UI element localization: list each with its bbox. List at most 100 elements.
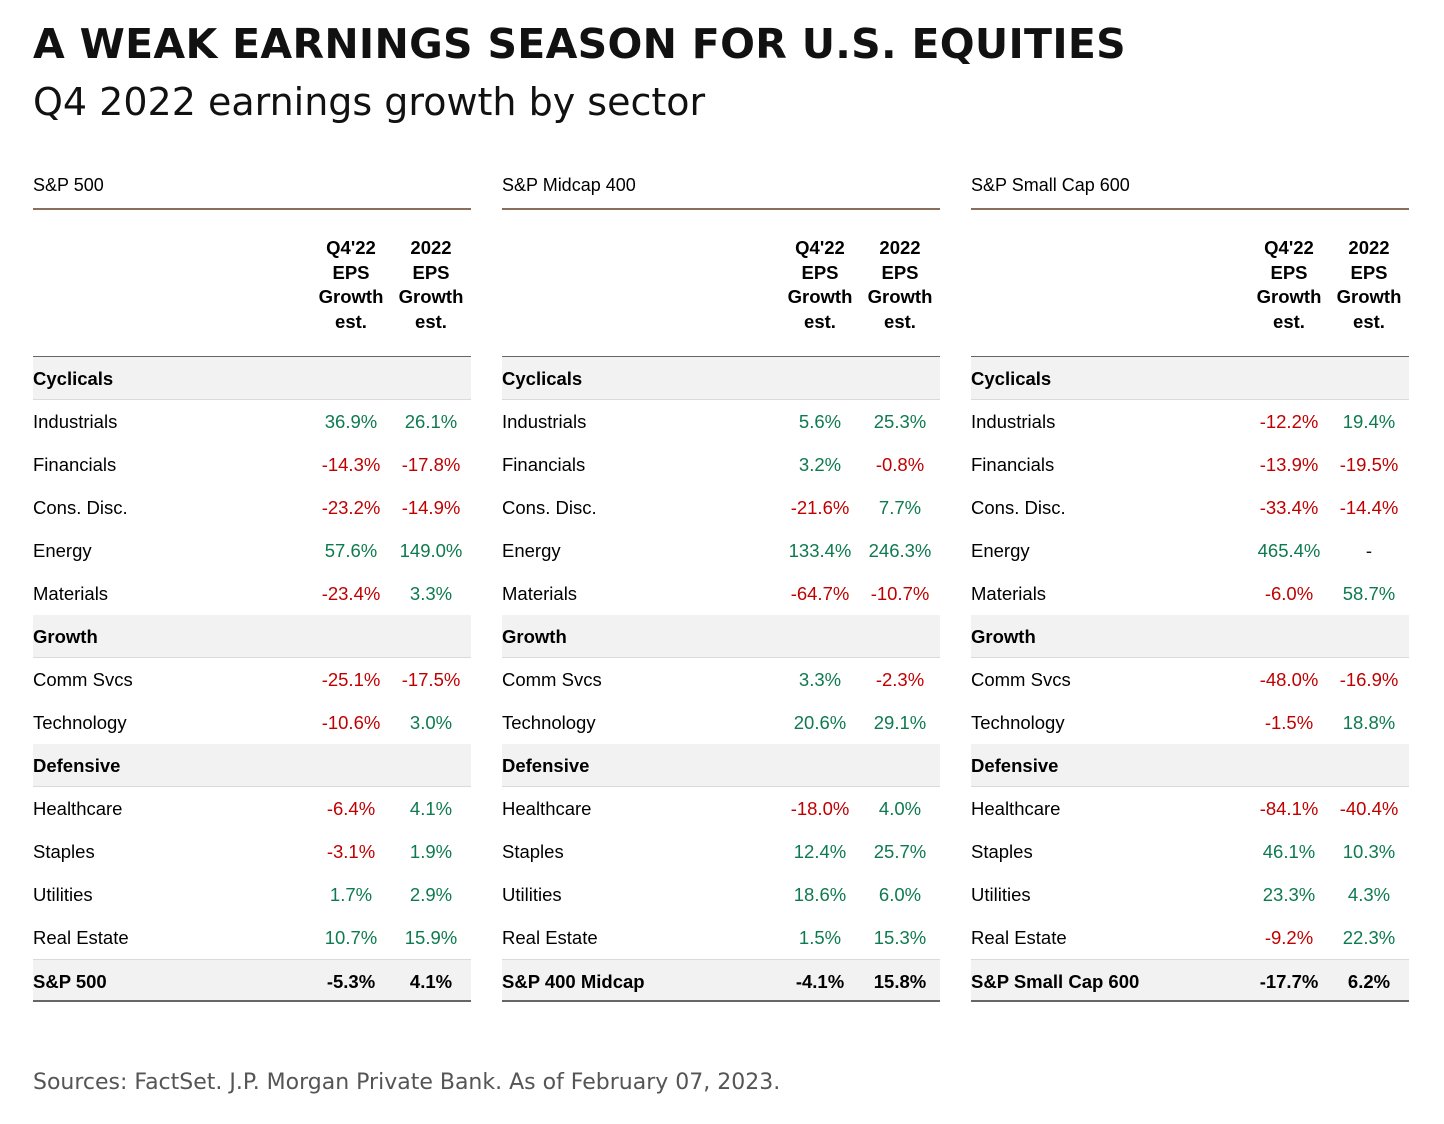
table-row: Utilities 1.7% 2.9% xyxy=(33,873,471,916)
value-cell: -64.7% xyxy=(790,583,850,604)
value-cell: -12.2% xyxy=(1259,411,1319,432)
row-label: Technology xyxy=(971,712,1065,733)
table-row: Cons. Disc. -23.2% -14.9% xyxy=(33,486,471,529)
value-cell: -9.2% xyxy=(1264,927,1314,948)
column-header-line: Growth xyxy=(1336,286,1402,307)
total-row: S&P 400 Midcap -4.1% 15.8% xyxy=(502,959,940,1002)
value-cell: -14.9% xyxy=(401,497,461,518)
table-row: Healthcare -18.0% 4.0% xyxy=(502,787,940,830)
table-header: Q4'22 EPS Growth est. 2022 EPS Growth est. xyxy=(971,210,1409,357)
row-label: Healthcare xyxy=(502,798,592,819)
row-label: Financials xyxy=(971,454,1055,475)
value-cell: 133.4% xyxy=(788,540,852,561)
column-header-line: Growth xyxy=(867,286,933,307)
table-row: Comm Svcs -48.0% -16.9% xyxy=(971,658,1409,701)
value-cell: -5.3% xyxy=(326,971,376,992)
value-cell: 246.3% xyxy=(868,540,932,561)
row-label: Financials xyxy=(502,454,586,475)
value-cell: -17.7% xyxy=(1259,971,1319,992)
value-cell: 4.0% xyxy=(878,798,922,819)
table-row: Cons. Disc. -33.4% -14.4% xyxy=(971,486,1409,529)
group-row: Defensive xyxy=(971,744,1409,787)
row-label: Healthcare xyxy=(33,798,123,819)
column-header: Q4'22 EPS Growth est. xyxy=(1249,236,1329,334)
table-row: Real Estate 1.5% 15.3% xyxy=(502,916,940,959)
row-label: S&P Small Cap 600 xyxy=(971,971,1140,992)
column-header-line: EPS xyxy=(332,261,370,283)
table-panel-sandp-small-cap-600: S&P Small Cap 600 Q4'22 EPS Growth est. 2022 E… xyxy=(971,172,1409,1002)
row-label: Financials xyxy=(33,454,117,475)
value-cell: -18.0% xyxy=(790,798,850,819)
column-header-line: Q4'22 xyxy=(1264,237,1314,258)
column-header-line: Q4'22 xyxy=(795,237,845,258)
row-label: Healthcare xyxy=(971,798,1061,819)
table-row: Financials 3.2% -0.8% xyxy=(502,443,940,486)
column-header-line: Growth xyxy=(398,286,464,307)
column-header-line: 2022 xyxy=(410,237,452,258)
table-title: S&P Small Cap 600 xyxy=(971,172,1409,210)
group-row: Cyclicals xyxy=(502,357,940,400)
value-cell: -1.5% xyxy=(1264,712,1314,733)
value-cell: 15.9% xyxy=(404,927,458,948)
row-label: Energy xyxy=(502,540,561,561)
total-row: S&P Small Cap 600 -17.7% 6.2% xyxy=(971,959,1409,1002)
group-label: Defensive xyxy=(971,755,1059,776)
value-cell: 20.6% xyxy=(793,712,847,733)
table-row: Real Estate 10.7% 15.9% xyxy=(33,916,471,959)
value-cell: 10.3% xyxy=(1342,841,1396,862)
group-row: Defensive xyxy=(502,744,940,787)
value-cell: 6.0% xyxy=(878,884,922,905)
column-header: Q4'22 EPS Growth est. xyxy=(311,236,391,334)
column-header-line: est. xyxy=(335,310,367,332)
table-row: Real Estate -9.2% 22.3% xyxy=(971,916,1409,959)
value-cell: -19.5% xyxy=(1339,454,1399,475)
group-row: Growth xyxy=(33,615,471,658)
row-label: Utilities xyxy=(33,884,93,905)
value-cell: -10.7% xyxy=(870,583,930,604)
group-label: Cyclicals xyxy=(33,368,114,389)
table-row: Materials -23.4% 3.3% xyxy=(33,572,471,615)
table-row: Comm Svcs 3.3% -2.3% xyxy=(502,658,940,701)
table-row: Energy 57.6% 149.0% xyxy=(33,529,471,572)
group-row: Growth xyxy=(502,615,940,658)
table-row: Comm Svcs -25.1% -17.5% xyxy=(33,658,471,701)
value-cell: 58.7% xyxy=(1342,583,1396,604)
table-row: Energy 133.4% 246.3% xyxy=(502,529,940,572)
value-cell: 5.6% xyxy=(798,411,842,432)
value-cell: -4.1% xyxy=(795,971,845,992)
group-label: Growth xyxy=(971,626,1036,647)
row-label: S&P 400 Midcap xyxy=(502,971,645,992)
table-row: Staples -3.1% 1.9% xyxy=(33,830,471,873)
table-panel-sandp-500: S&P 500 Q4'22 EPS Growth est. 2022 EPS Growth es… xyxy=(33,172,471,1002)
column-header-line: Growth xyxy=(318,286,384,307)
value-cell: -17.8% xyxy=(401,454,461,475)
group-label: Defensive xyxy=(33,755,121,776)
table-row: Materials -6.0% 58.7% xyxy=(971,572,1409,615)
value-cell: -33.4% xyxy=(1259,497,1319,518)
value-cell: 3.0% xyxy=(409,712,453,733)
row-label: Materials xyxy=(502,583,578,604)
column-header-line: EPS xyxy=(1270,261,1308,283)
value-cell: - xyxy=(1365,540,1373,561)
table-row: Staples 12.4% 25.7% xyxy=(502,830,940,873)
row-label: Industrials xyxy=(33,411,118,432)
value-cell: 25.7% xyxy=(873,841,927,862)
source-note: Sources: FactSet. J.P. Morgan Private Ba… xyxy=(33,1070,781,1095)
value-cell: -16.9% xyxy=(1339,669,1399,690)
column-header-line: 2022 xyxy=(879,237,921,258)
row-label: Cons. Disc. xyxy=(502,497,597,518)
column-header-line: est. xyxy=(1273,310,1305,332)
table-row: Technology -10.6% 3.0% xyxy=(33,701,471,744)
column-header-line: est. xyxy=(415,310,447,332)
group-row: Growth xyxy=(971,615,1409,658)
value-cell: 465.4% xyxy=(1257,540,1321,561)
value-cell: -2.3% xyxy=(875,669,925,690)
row-label: Comm Svcs xyxy=(971,669,1071,690)
column-header-line: EPS xyxy=(801,261,839,283)
column-header-line: est. xyxy=(884,310,916,332)
value-cell: -23.2% xyxy=(321,497,381,518)
column-header-line: Growth xyxy=(1256,286,1322,307)
value-cell: 12.4% xyxy=(793,841,847,862)
table-row: Utilities 18.6% 6.0% xyxy=(502,873,940,916)
value-cell: 29.1% xyxy=(873,712,927,733)
